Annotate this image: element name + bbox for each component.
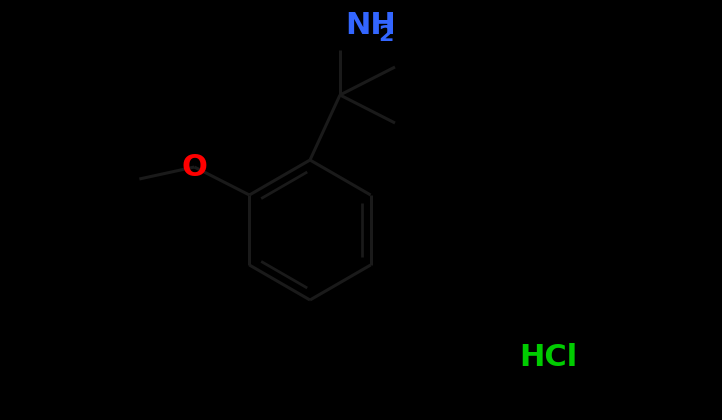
Text: O: O [181,152,207,181]
Text: NH: NH [345,11,396,40]
Text: 2: 2 [378,25,393,45]
Text: HCl: HCl [520,342,578,372]
